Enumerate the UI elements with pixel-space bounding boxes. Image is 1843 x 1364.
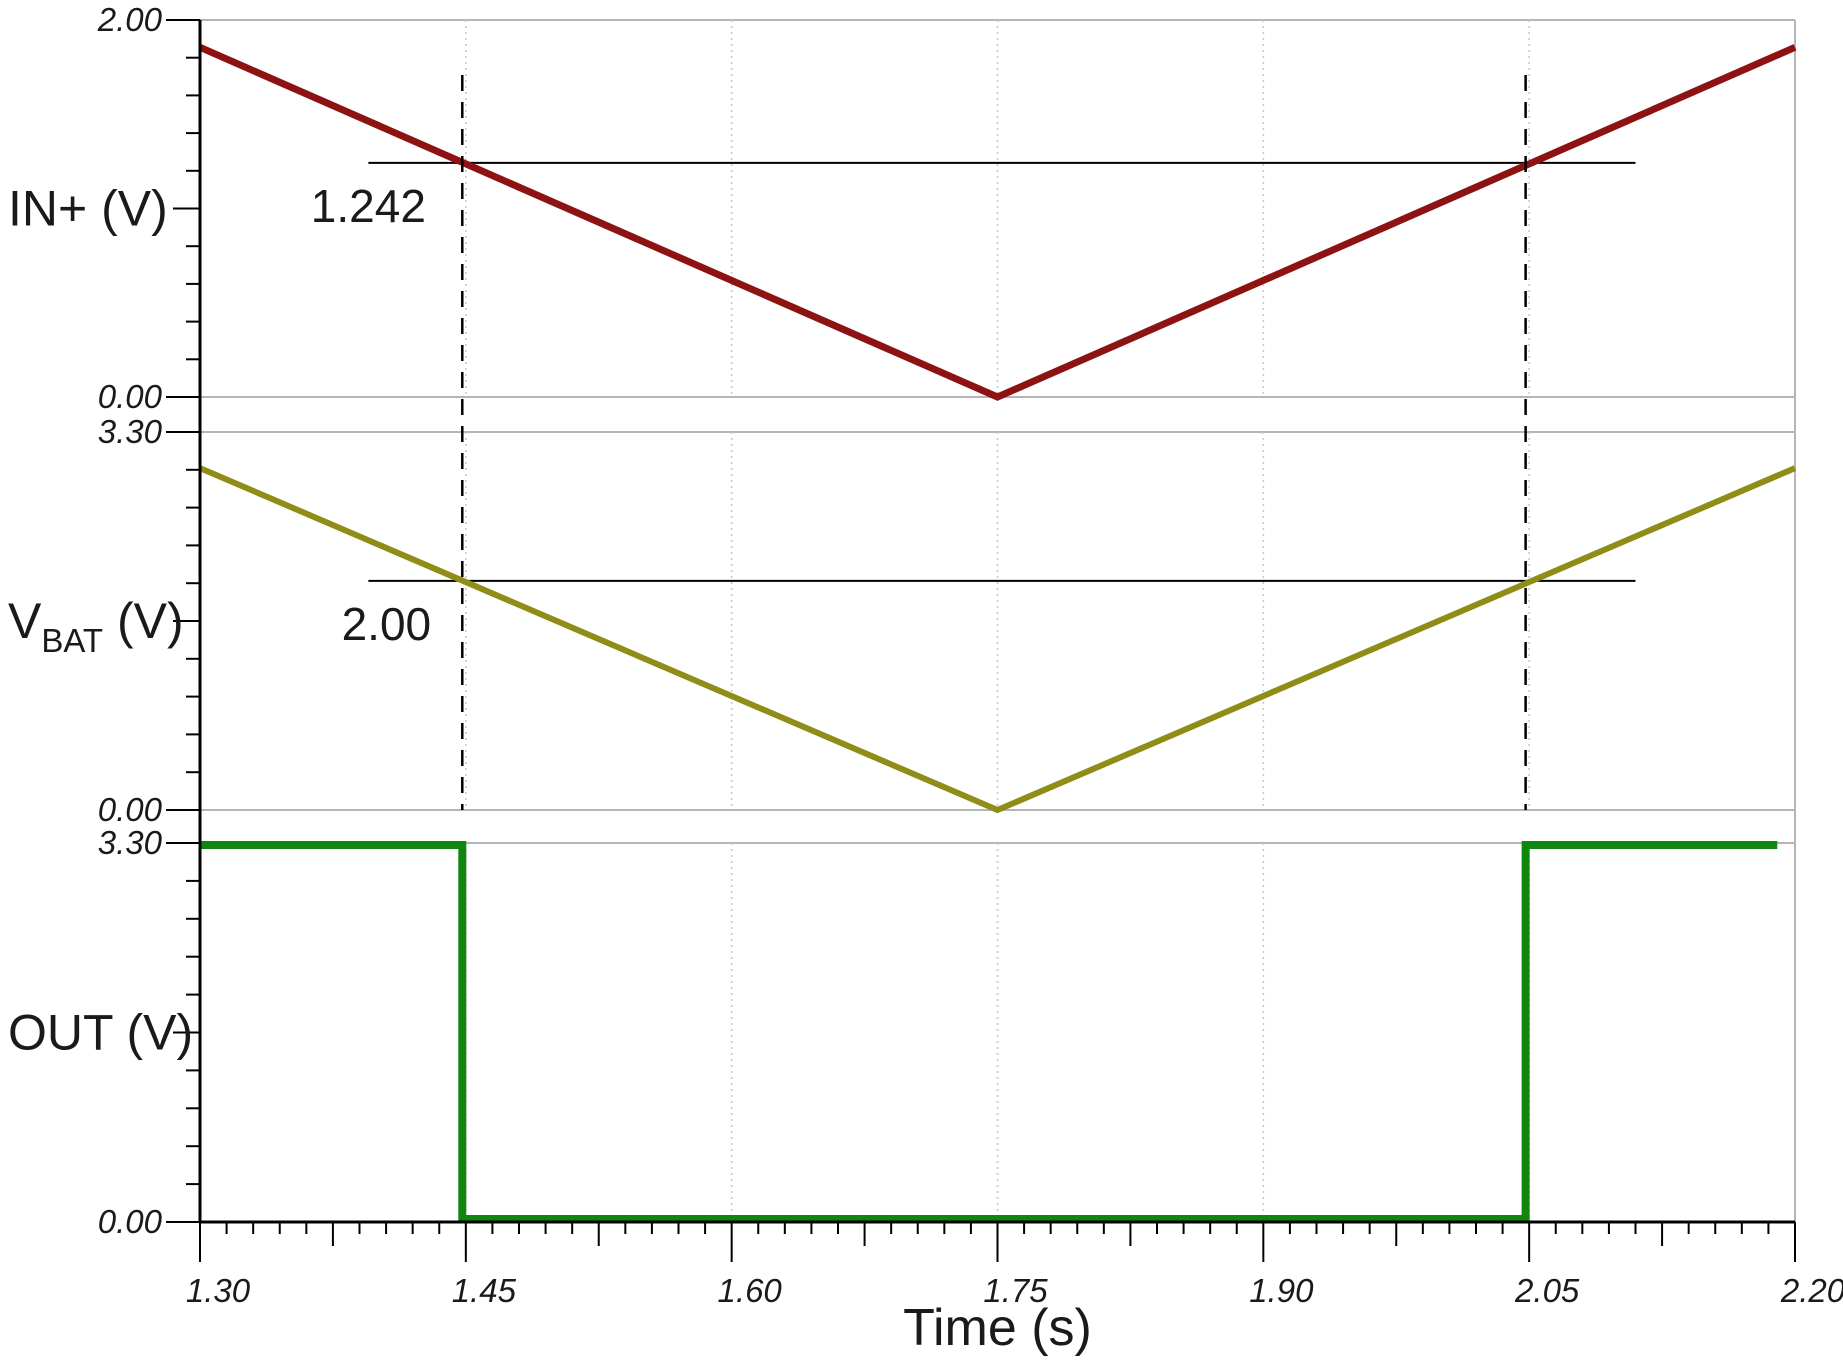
panel-label-vbat: VBAT (V)	[8, 593, 184, 659]
vbat-label-main: V	[8, 593, 42, 649]
xtick-label: 1.90	[1249, 1272, 1314, 1309]
threshold-label-1242: 1.242	[311, 180, 426, 232]
plot-text-layer: 2.00 0.00 3.30 0.00 3.30 0.00 1.30 1.45 …	[8, 1, 1843, 1357]
xtick-label: 1.75	[983, 1272, 1048, 1309]
xtick-label: 1.30	[186, 1272, 251, 1309]
ytick-label-panel2-max: 3.30	[98, 413, 163, 450]
xtick-label: 1.60	[718, 1272, 783, 1309]
ytick-label-panel2-min: 0.00	[98, 791, 163, 828]
x-axis-title: Time (s)	[903, 1299, 1092, 1357]
ytick-label-panel1-min: 0.00	[98, 378, 163, 415]
vbat-label-unit: (V)	[103, 593, 184, 649]
trace-vbat	[198, 465, 1797, 814]
threshold-label-200: 2.00	[342, 598, 432, 650]
ytick-label-panel1-max: 2.00	[97, 1, 163, 38]
trace-out	[200, 841, 1778, 1223]
ytick-label-panel3-min: 0.00	[98, 1203, 163, 1240]
xtick-label: 1.45	[452, 1272, 517, 1309]
plot-render-layer	[166, 19, 1797, 1262]
panel-label-in-plus: IN+ (V)	[8, 181, 168, 237]
trace-in+	[198, 44, 1797, 401]
panel-label-out: OUT (V)	[8, 1005, 193, 1061]
ytick-label-panel3-max: 3.30	[98, 824, 163, 861]
xtick-label: 2.20	[1780, 1272, 1843, 1309]
vbat-label-subscript: BAT	[41, 622, 103, 659]
xtick-label: 2.05	[1514, 1272, 1580, 1309]
